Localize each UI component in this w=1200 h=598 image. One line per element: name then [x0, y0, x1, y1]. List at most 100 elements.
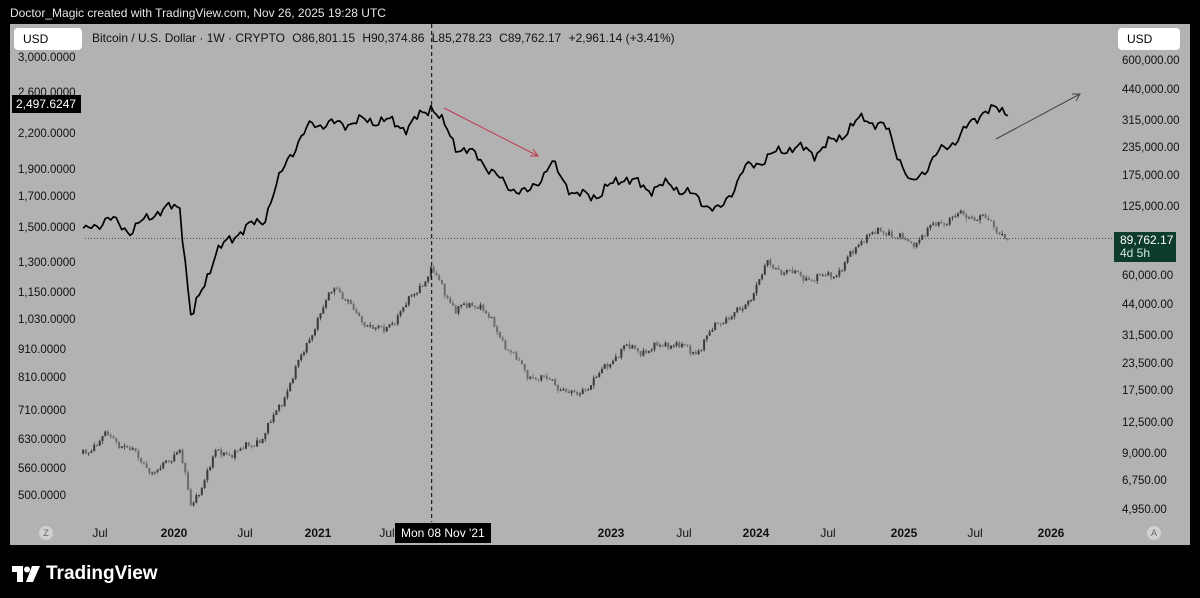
- candle-body: [970, 217, 973, 219]
- candle-body: [261, 438, 264, 444]
- candle-body: [733, 312, 736, 317]
- left-axis-tick: 1,900.0000: [18, 164, 76, 177]
- candle-body: [87, 452, 90, 454]
- candle-body: [250, 445, 253, 447]
- candle-body: [344, 299, 347, 301]
- right-axis-tick: 125,000.00: [1122, 201, 1180, 214]
- candle-body: [297, 359, 300, 367]
- left-axis-tick: 560.0000: [18, 462, 66, 475]
- tradingview-logo[interactable]: TradingView: [12, 563, 158, 585]
- right-axis-tick: 44,000.00: [1122, 299, 1174, 312]
- candle-body: [973, 217, 976, 221]
- right-axis-tick: 175,000.00: [1122, 169, 1180, 182]
- candle-body: [968, 217, 971, 219]
- candle-body: [382, 326, 385, 332]
- candle-body: [526, 370, 529, 379]
- candle-body: [424, 281, 427, 287]
- candle-body: [888, 231, 891, 236]
- time-axis-tick: Jul: [676, 526, 692, 540]
- candle-body: [879, 227, 882, 232]
- candle-body: [275, 410, 278, 415]
- candle-body: [421, 285, 424, 287]
- candle-body: [667, 342, 670, 349]
- left-last-value-tag: 2,497.6247: [12, 95, 82, 113]
- candle-body: [137, 451, 140, 458]
- candle-body: [239, 448, 242, 451]
- candle-body: [882, 231, 885, 233]
- time-axis-tick: 2023: [597, 526, 625, 540]
- candle-body: [556, 384, 559, 391]
- bar-countdown: 4d 5h: [1120, 246, 1151, 260]
- candle-body: [670, 345, 672, 349]
- candle-body: [716, 322, 719, 324]
- candle-body: [90, 450, 93, 453]
- candle-body: [548, 378, 551, 380]
- time-axis-tick: 2025: [890, 526, 918, 540]
- chart-canvas[interactable]: [10, 24, 1190, 545]
- candle-body: [192, 502, 195, 506]
- right-currency-button[interactable]: USD: [1118, 28, 1180, 50]
- candle-body: [841, 270, 844, 272]
- candle-body: [82, 449, 85, 454]
- candle-body: [791, 269, 794, 273]
- candle-body: [885, 232, 888, 236]
- left-axis-tick: 710.0000: [18, 404, 66, 417]
- candle-body: [893, 237, 896, 239]
- candle-body: [957, 213, 960, 217]
- candle-body: [101, 436, 104, 442]
- left-currency-button[interactable]: USD: [14, 28, 82, 50]
- candle-body: [349, 300, 352, 304]
- candle-body: [625, 344, 628, 346]
- candle-body: [523, 364, 526, 371]
- downtrend-arrow-head: [530, 148, 539, 157]
- candle-body: [319, 313, 322, 319]
- candle-body: [98, 441, 101, 446]
- candle-body: [532, 376, 535, 378]
- candle-body: [799, 271, 802, 276]
- candle-body: [672, 345, 675, 347]
- chart-area[interactable]: USD USD Bitcoin / U.S. Dollar · 1W · CRY…: [10, 24, 1190, 545]
- left-axis-tick: 2,200.0000: [18, 128, 76, 141]
- candle-body: [719, 323, 722, 325]
- candle-body: [686, 344, 689, 346]
- time-axis-tick: 2020: [160, 526, 188, 540]
- candle-body: [551, 379, 554, 381]
- last-price-value: 89,762.17: [1120, 233, 1174, 247]
- time-axis-tick: Jul: [967, 526, 983, 540]
- candle-body: [832, 277, 835, 279]
- candle-body: [664, 342, 667, 347]
- candle-body: [145, 463, 148, 469]
- left-axis-tick: 810.0000: [18, 372, 66, 385]
- candle-body: [131, 448, 134, 450]
- legend-close: C89,762.17: [499, 31, 562, 45]
- candle-body: [289, 383, 292, 392]
- left-axis-tick: 1,700.0000: [18, 191, 76, 204]
- candle-body: [410, 295, 413, 297]
- candle-body: [658, 345, 661, 347]
- candle-body: [493, 317, 496, 327]
- candle-body: [727, 318, 730, 320]
- candle-body: [614, 356, 617, 361]
- candle-body: [189, 489, 192, 506]
- candle-body: [576, 392, 579, 395]
- candle-body: [244, 442, 247, 449]
- candle-body: [482, 304, 485, 311]
- candle-body: [736, 307, 739, 313]
- auto-scale-icon[interactable]: A: [1147, 526, 1161, 540]
- candle-body: [134, 448, 137, 452]
- candle-body: [976, 219, 979, 221]
- candle-body: [371, 325, 374, 329]
- candle-body: [730, 316, 733, 320]
- candle-body: [278, 404, 281, 411]
- candle-body: [738, 307, 741, 311]
- candle-body: [940, 221, 943, 224]
- candle-body: [843, 262, 846, 271]
- symbol-legend: Bitcoin / U.S. Dollar · 1W · CRYPTO O86,…: [92, 31, 675, 45]
- time-axis-tick: 2026: [1037, 526, 1065, 540]
- candle-body: [115, 438, 118, 443]
- candle-body: [979, 215, 982, 220]
- zoom-icon[interactable]: Z: [39, 526, 53, 540]
- right-axis-tick: 600,000.00: [1122, 54, 1180, 67]
- candle-body: [595, 376, 598, 378]
- candle-body: [333, 288, 336, 292]
